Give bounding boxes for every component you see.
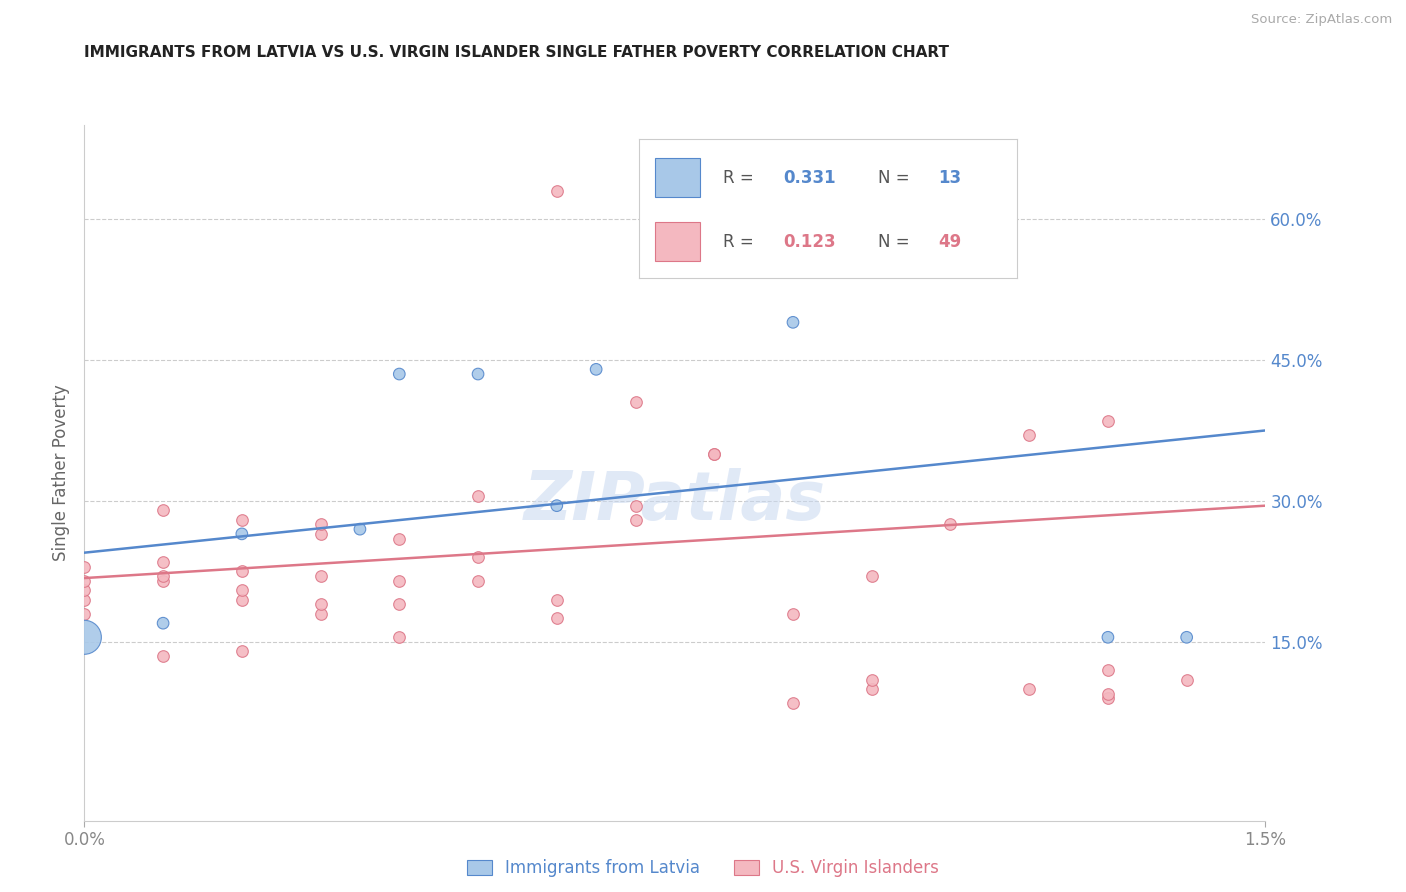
Point (152, 574, 174, 588)
Point (231, 527, 253, 541)
Point (349, 522, 371, 536)
Point (1018, 681, 1040, 696)
Point (73, 607, 96, 621)
Point (152, 503, 174, 517)
Point (231, 513, 253, 527)
Y-axis label: Single Father Poverty: Single Father Poverty (52, 384, 70, 561)
Point (73, 630, 96, 644)
Point (1097, 414, 1119, 428)
Point (782, 696, 804, 710)
Point (231, 565, 253, 579)
Text: Source: ZipAtlas.com: Source: ZipAtlas.com (1251, 13, 1392, 27)
Point (73, 559, 96, 574)
Point (624, 513, 647, 527)
Point (546, 499, 568, 513)
Point (231, 592, 253, 607)
Text: ZIPatlas: ZIPatlas (524, 467, 825, 533)
Point (939, 517, 962, 532)
Point (1175, 673, 1198, 687)
Point (388, 367, 411, 381)
Point (1097, 630, 1119, 644)
Point (546, 592, 568, 607)
Point (73, 592, 96, 607)
Legend: Immigrants from Latvia, U.S. Virgin Islanders: Immigrants from Latvia, U.S. Virgin Isla… (460, 853, 946, 884)
Point (73, 574, 96, 588)
Point (1097, 691, 1119, 706)
Point (388, 598, 411, 612)
Point (1097, 687, 1119, 701)
Point (703, 447, 725, 461)
Point (546, 611, 568, 625)
Point (546, 184, 568, 198)
Point (860, 569, 883, 583)
Point (782, 607, 804, 621)
Point (152, 649, 174, 664)
Point (309, 527, 332, 541)
Point (703, 447, 725, 461)
Point (309, 598, 332, 612)
Point (388, 630, 411, 644)
Point (467, 367, 489, 381)
Point (231, 644, 253, 658)
Point (309, 569, 332, 583)
Point (1097, 663, 1119, 677)
Point (860, 673, 883, 687)
Point (388, 574, 411, 588)
Point (939, 240, 962, 254)
Point (1175, 630, 1198, 644)
Point (231, 583, 253, 598)
Point (467, 574, 489, 588)
Point (467, 550, 489, 565)
Text: IMMIGRANTS FROM LATVIA VS U.S. VIRGIN ISLANDER SINGLE FATHER POVERTY CORRELATION: IMMIGRANTS FROM LATVIA VS U.S. VIRGIN IS… (84, 45, 949, 60)
Point (585, 362, 607, 376)
Point (782, 315, 804, 329)
Point (152, 555, 174, 569)
Point (467, 489, 489, 503)
Point (388, 532, 411, 546)
Point (624, 395, 647, 409)
Point (152, 616, 174, 631)
Point (1018, 428, 1040, 442)
Point (73, 583, 96, 598)
Point (309, 517, 332, 532)
Point (860, 681, 883, 696)
Point (309, 607, 332, 621)
Point (624, 499, 647, 513)
Point (152, 569, 174, 583)
